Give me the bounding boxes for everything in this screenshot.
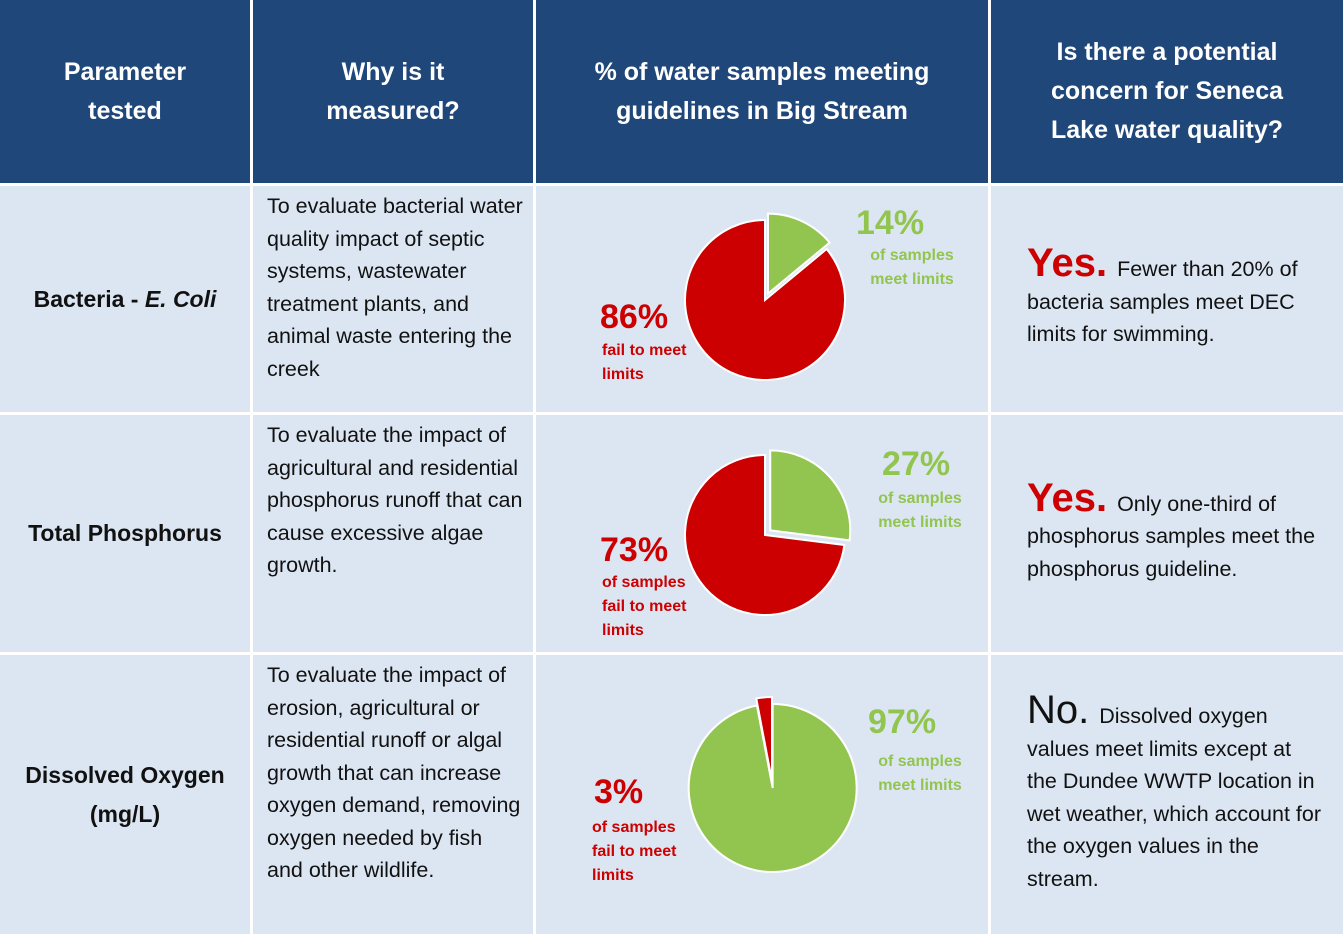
pie-slice bbox=[755, 695, 773, 782]
percent-label: 86% bbox=[600, 298, 669, 336]
concern: No. Dissolved oxygen values meet limits e… bbox=[1027, 690, 1325, 895]
chart-cell: 27% of samples meet limits 73% of samples f… bbox=[536, 415, 988, 652]
pie-slice bbox=[769, 449, 852, 542]
concern-cell: Yes. Fewer than 20% of bacteria samples m… bbox=[991, 186, 1343, 412]
pie-slice bbox=[684, 453, 846, 616]
header-cell: Why is it measured? bbox=[253, 0, 533, 183]
pie-slice bbox=[766, 212, 832, 296]
pie-slice bbox=[687, 702, 858, 873]
caption: fail to meet limits bbox=[602, 342, 687, 383]
pie-slice bbox=[684, 218, 846, 381]
chart-cell: 14% of samples meet limits 86% fail to meet… bbox=[536, 186, 988, 412]
concern-text: Only one-third of phosphorus samples mee… bbox=[1027, 491, 1316, 581]
concern-cell: No. Dissolved oxygen values meet limits e… bbox=[991, 655, 1343, 934]
percent-label: 73% bbox=[600, 531, 669, 569]
parameter-cell: Dissolved Oxygen (mg/L) bbox=[0, 655, 250, 934]
caption: of samples meet limits bbox=[870, 247, 954, 288]
caption: of samples fail to meet limits bbox=[602, 574, 687, 639]
percent-label: 97% bbox=[868, 703, 937, 741]
concern: Yes. Fewer than 20% of bacteria samples m… bbox=[1027, 243, 1325, 351]
pie-chart bbox=[687, 695, 858, 873]
parameter-text: Total Phosphorus bbox=[28, 520, 222, 546]
pie-chart bbox=[684, 449, 852, 616]
percent-label: 14% bbox=[856, 204, 925, 242]
concern: Yes. Only one-third of phosphorus samples… bbox=[1027, 478, 1325, 586]
percent-label: 27% bbox=[882, 445, 951, 483]
parameter: Dissolved Oxygen (mg/L) bbox=[20, 756, 230, 834]
chart-cell: 97% of samples meet limits 3% of samples fa… bbox=[536, 655, 988, 934]
parameter-text: Bacteria - bbox=[33, 285, 145, 312]
concern-cell: Yes. Only one-third of phosphorus samples… bbox=[991, 415, 1343, 652]
percent-label: 3% bbox=[594, 773, 644, 811]
header-cell: % of water samples meeting guidelines in… bbox=[536, 0, 988, 183]
caption: of samples fail to meet limits bbox=[592, 819, 677, 884]
concern-text: Fewer than 20% of bacteria samples meet … bbox=[1027, 257, 1298, 347]
pie-chart bbox=[684, 212, 846, 381]
why-cell: To evaluate bacterial water quality impa… bbox=[253, 186, 533, 412]
parameter-cell: Total Phosphorus bbox=[0, 415, 250, 652]
parameter: Bacteria - E. Coli bbox=[34, 280, 217, 319]
header-cell: Is there a potential concern for Seneca … bbox=[991, 0, 1343, 183]
concern-lead: Yes. bbox=[1027, 241, 1108, 286]
why-cell: To evaluate the impact of erosion, agric… bbox=[253, 655, 533, 934]
parameter-text: Dissolved Oxygen (mg/L) bbox=[25, 761, 225, 827]
concern-lead: No. bbox=[1027, 688, 1090, 732]
parameter-italic: E. Coli bbox=[144, 285, 217, 312]
concern-lead: Yes. bbox=[1027, 475, 1108, 520]
parameter-cell: Bacteria - E. Coli bbox=[0, 186, 250, 412]
why-cell: To evaluate the impact of agricultural a… bbox=[253, 415, 533, 652]
header-cell: Parameter tested bbox=[0, 0, 250, 183]
caption: of samples meet limits bbox=[878, 490, 962, 531]
caption: of samples meet limits bbox=[878, 753, 962, 794]
parameter: Total Phosphorus bbox=[28, 514, 222, 553]
concern-text: Dissolved oxygen values meet limits exce… bbox=[1027, 704, 1321, 891]
